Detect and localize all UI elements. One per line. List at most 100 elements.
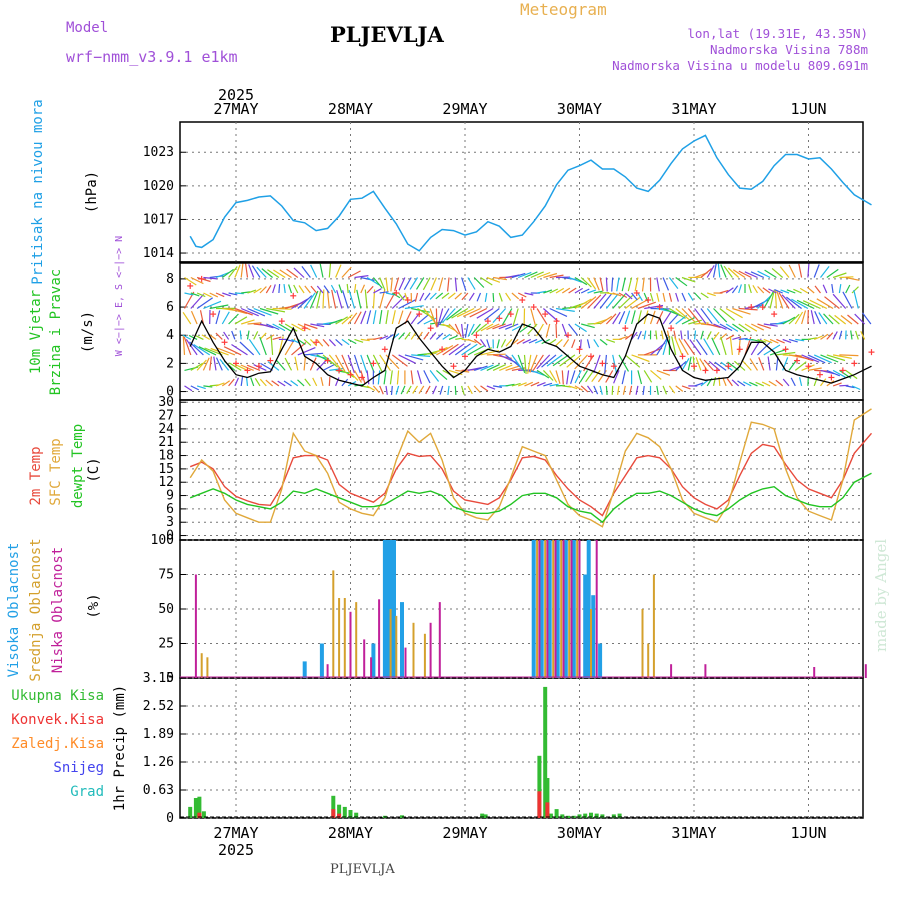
wind-arrow (568, 323, 578, 336)
cloud-bar (652, 574, 655, 678)
cloud-bar (670, 664, 673, 678)
wind-arrow (273, 269, 286, 279)
wind-arrow (820, 266, 830, 278)
wind-arrow (297, 295, 313, 309)
wind-arrow (454, 385, 457, 395)
cloud_cover-ytick-label: 25 (158, 637, 174, 652)
temp-ylabel-2m: 2m Temp (28, 446, 44, 505)
wind-arrow (820, 378, 827, 387)
wind-arrow (234, 316, 248, 325)
wind-arrow (675, 360, 687, 371)
precipitation-ytick-label: 0.63 (143, 783, 174, 798)
wind-arrow (385, 333, 394, 340)
wind-arrow (574, 287, 584, 294)
cloud-bar (429, 622, 432, 678)
wind-arrow (437, 308, 444, 327)
wind-arrow (245, 376, 249, 386)
model-value: wrf−nmm_v3.9.1 e1km (66, 48, 238, 66)
wind-arrow (543, 308, 559, 322)
wind-arrow (204, 347, 223, 356)
precip-bar (543, 686, 548, 818)
wind-arrow (418, 385, 425, 394)
wind-arrow (272, 284, 276, 294)
wind-arrow (215, 382, 225, 387)
wind-arrow (336, 290, 343, 309)
wind-arrow (259, 378, 267, 387)
model-label: Model (66, 20, 109, 36)
bottom-day-label: 30MAY (557, 824, 602, 842)
wind-arrow (826, 268, 839, 278)
wind-arrow (674, 337, 683, 356)
wind-arrow (752, 284, 759, 294)
wind-arrow (190, 292, 200, 297)
wind-arrow (820, 333, 829, 340)
wind-arrow (322, 339, 330, 347)
wind-arrow (323, 285, 330, 294)
temp-line-dewpt-temp (189, 472, 872, 524)
wind-arrow (546, 354, 563, 367)
wind-arrow (303, 338, 312, 346)
wind-arrow (678, 338, 689, 356)
wind-arrow (566, 370, 570, 385)
wind-arrow (838, 284, 842, 294)
wind-arrow (694, 292, 702, 300)
wind-arrow (681, 357, 690, 371)
precip-bar (583, 813, 588, 818)
wind-arrow (228, 362, 242, 371)
wind-arrow (806, 286, 815, 294)
wind-arrow (267, 269, 280, 278)
wind-arrow (574, 370, 582, 384)
wind-arrow (404, 305, 424, 310)
wind-arrow (190, 362, 204, 371)
wind-arrow (723, 265, 733, 278)
wind-arrow (498, 292, 503, 302)
precipitation-ytick-label: 3.15 (143, 671, 174, 686)
cloud-bar (395, 615, 398, 678)
wind-arrow (612, 292, 622, 297)
wind-ytick-label: 0 (166, 385, 174, 400)
cloud-bar (370, 657, 373, 678)
wind-arrow (429, 332, 437, 340)
wind-arrow (447, 277, 450, 292)
wind-arrow (239, 330, 242, 340)
wind-arrow (703, 359, 714, 371)
wind-arrow (366, 276, 380, 286)
wind-arrow (662, 385, 668, 395)
wind-arrow (832, 331, 838, 340)
wind-arrow (183, 336, 192, 356)
cloud-bar (538, 540, 541, 678)
wind-arrow (511, 292, 520, 300)
wind-arrow (372, 385, 380, 394)
cloud-bar (349, 611, 352, 678)
wind-arrow (412, 385, 419, 394)
wind-arrow (454, 323, 462, 337)
wind-arrow (767, 356, 771, 371)
wind-arrow (775, 379, 784, 387)
wind-arrow (297, 347, 316, 356)
wind-arrow (618, 310, 626, 325)
wind-arrow (580, 277, 592, 288)
wind-arrow (585, 370, 595, 383)
wind-arrow (335, 264, 342, 278)
precip-bar (201, 811, 206, 818)
wind-arrow (776, 290, 784, 309)
wind-arrow (215, 332, 223, 340)
wind-arrow (627, 277, 633, 292)
wind-arrow (390, 277, 393, 292)
wind-arrow (303, 323, 318, 330)
wind-arrow (593, 290, 603, 294)
wind-arrow (190, 310, 198, 325)
wind-arrow (364, 289, 368, 309)
wind-arrow (727, 267, 740, 278)
wind-arrow (256, 266, 267, 278)
temp-line-2m-temp (189, 432, 873, 517)
precip-bar (611, 814, 616, 818)
wind-arrow (429, 370, 440, 382)
wind-arrow (563, 339, 570, 348)
cloud_cover-ytick-label: 0 (166, 671, 174, 686)
wind-arrow (304, 352, 324, 356)
wind-arrow (523, 354, 527, 374)
wind-arrow (279, 269, 292, 279)
pressure-ytick-label: 1014 (143, 246, 174, 261)
wind-arrow (714, 361, 727, 371)
